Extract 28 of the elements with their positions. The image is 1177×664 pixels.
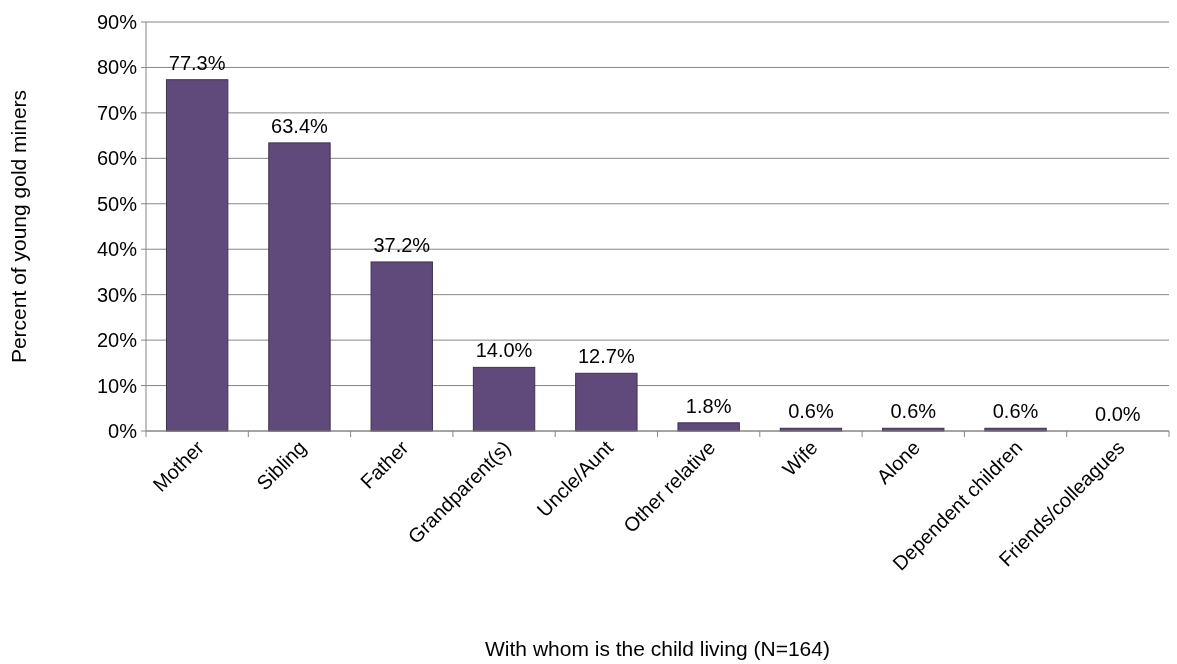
- data-label: 0.6%: [788, 400, 834, 423]
- bar: [472, 366, 536, 432]
- y-tick-label: 70%: [96, 101, 138, 124]
- bar: [165, 79, 229, 432]
- y-tick-label: 40%: [96, 238, 138, 261]
- data-label: 12.7%: [577, 345, 635, 368]
- y-tick-label: 50%: [96, 192, 138, 215]
- data-label: 63.4%: [271, 114, 329, 137]
- bar: [575, 372, 638, 432]
- data-label: 0.0%: [1095, 403, 1141, 425]
- data-label: 0.6%: [890, 400, 937, 423]
- y-tick-label: 10%: [96, 374, 138, 397]
- y-tick-label: 0%: [108, 420, 138, 442]
- x-tick-label: Wife: [777, 436, 822, 481]
- data-label: 37.2%: [373, 233, 431, 256]
- bar: [370, 261, 433, 432]
- y-tick-label: 80%: [96, 56, 138, 79]
- y-tick-label: 90%: [96, 11, 138, 33]
- data-label: 77.3%: [168, 51, 226, 74]
- x-axis-title: With whom is the child living (N=164): [485, 637, 830, 660]
- data-label: 0.6%: [992, 400, 1039, 423]
- y-tick-label: 30%: [96, 283, 138, 306]
- y-tick-label: 60%: [96, 147, 138, 170]
- bar: [268, 142, 331, 432]
- data-label: 1.8%: [685, 394, 732, 417]
- data-label: 14.0%: [475, 339, 533, 362]
- y-axis-title: Percent of young gold miners: [7, 89, 30, 364]
- y-tick-label: 20%: [96, 329, 138, 352]
